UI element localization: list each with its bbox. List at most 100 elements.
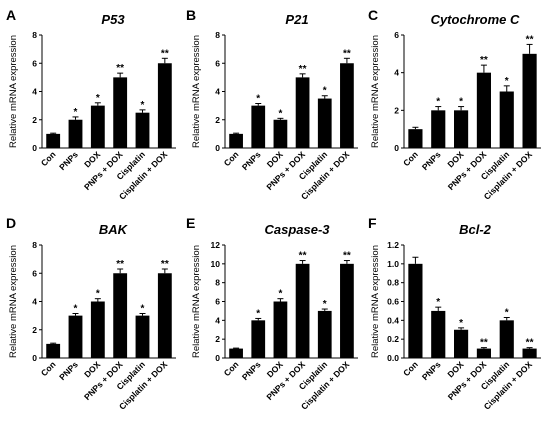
x-tick-label: Con <box>39 149 58 168</box>
y-tick-label: 2 <box>32 115 37 125</box>
y-tick-label: 0.6 <box>387 297 399 307</box>
y-tick-label: 6 <box>394 30 399 40</box>
y-tick-label: 0.4 <box>387 315 399 325</box>
x-tick-label: DOX <box>445 359 465 379</box>
significance-marker: ** <box>161 259 169 270</box>
y-axis-label: Relative mRNA expression <box>370 35 381 148</box>
panel-letter: C <box>368 7 378 23</box>
bar <box>273 119 288 148</box>
bar <box>499 91 514 148</box>
bar <box>522 348 537 358</box>
y-tick-label: 12 <box>211 240 221 250</box>
y-tick-label: 2 <box>215 115 220 125</box>
bar <box>68 119 83 148</box>
y-tick-label: 0 <box>215 143 220 153</box>
y-tick-label: 2 <box>394 105 399 115</box>
significance-marker: * <box>256 94 260 105</box>
y-tick-label: 8 <box>32 30 37 40</box>
y-tick-label: 4 <box>394 68 399 78</box>
bar <box>408 263 423 358</box>
significance-marker: * <box>278 289 282 300</box>
y-tick-label: 4 <box>215 315 220 325</box>
y-tick-label: 0 <box>32 353 37 363</box>
panel-d: D BAK Relative mRNA expression 0 2 4 6 8 Con * PNP… <box>6 215 176 412</box>
bar <box>157 273 172 358</box>
y-tick-label: 1.2 <box>387 240 399 250</box>
significance-marker: * <box>436 97 440 108</box>
significance-marker: ** <box>526 34 534 45</box>
y-tick-label: 0.8 <box>387 278 399 288</box>
bar <box>135 315 150 358</box>
y-tick-label: 1.0 <box>387 259 399 269</box>
y-tick-label: 8 <box>215 30 220 40</box>
panel-letter: F <box>368 215 377 231</box>
panel-letter: E <box>186 215 195 231</box>
y-axis-label: Relative mRNA expression <box>8 245 19 358</box>
bar <box>273 301 288 358</box>
bar <box>476 72 491 148</box>
x-tick-label: PNPs <box>240 359 263 382</box>
y-tick-label: 2 <box>215 334 220 344</box>
bar <box>317 310 332 358</box>
significance-marker: ** <box>161 48 169 59</box>
chart-title: P21 <box>285 12 308 27</box>
y-tick-label: 4 <box>32 87 37 97</box>
significance-marker: * <box>96 93 100 104</box>
y-axis-label: Relative mRNA expression <box>8 35 19 148</box>
y-tick-label: 0 <box>394 143 399 153</box>
significance-marker: * <box>256 308 260 319</box>
x-tick-label: Con <box>222 359 241 378</box>
x-tick-label: Con <box>39 359 58 378</box>
y-axis-label: Relative mRNA expression <box>191 245 202 358</box>
y-tick-label: 6 <box>32 58 37 68</box>
x-tick-label: PNPs <box>57 149 80 172</box>
significance-marker: ** <box>343 251 351 262</box>
y-tick-label: 4 <box>32 297 37 307</box>
bar <box>135 112 150 148</box>
panel-a: A P53 Relative mRNA expression 0 2 4 6 8 Con * PNP… <box>6 7 176 202</box>
significance-marker: * <box>278 108 282 119</box>
bar <box>454 329 469 358</box>
panel-c: C Cytochrome C Relative mRNA expression 0 2 4… <box>368 7 541 202</box>
x-tick-label: PNPs <box>420 359 443 382</box>
significance-marker: * <box>436 297 440 308</box>
y-tick-label: 0.2 <box>387 334 399 344</box>
y-tick-label: 8 <box>215 278 220 288</box>
x-tick-label: PNPs <box>57 359 80 382</box>
significance-marker: * <box>96 289 100 300</box>
y-tick-label: 0 <box>32 143 37 153</box>
bar <box>408 129 423 148</box>
panel-f: F Bcl-2 Relative mRNA expression 0.0 0.2 0.4 0… <box>368 215 541 412</box>
y-axis-label: Relative mRNA expression <box>370 245 381 358</box>
significance-marker: * <box>459 318 463 329</box>
significance-marker: * <box>74 304 78 315</box>
bar <box>340 63 354 148</box>
y-tick-label: 4 <box>215 87 220 97</box>
bar <box>431 110 446 148</box>
significance-marker: ** <box>116 259 124 270</box>
significance-marker: ** <box>116 63 124 74</box>
chart-title: P53 <box>101 12 125 27</box>
y-axis-label: Relative mRNA expression <box>191 35 202 148</box>
bar <box>295 263 310 358</box>
x-tick-label: DOX <box>445 149 465 169</box>
bar <box>317 98 332 148</box>
bar <box>90 301 105 358</box>
significance-marker: ** <box>343 48 351 59</box>
bar <box>90 105 105 148</box>
bar <box>229 348 243 358</box>
chart-title: BAK <box>99 222 129 237</box>
significance-marker: ** <box>299 64 307 75</box>
significance-marker: * <box>323 86 327 97</box>
significance-marker: * <box>505 76 509 87</box>
significance-marker: * <box>141 100 145 111</box>
significance-marker: * <box>459 97 463 108</box>
panel-letter: A <box>6 7 16 23</box>
bar <box>499 320 514 358</box>
panel-letter: D <box>6 215 16 231</box>
significance-marker: * <box>505 308 509 319</box>
panel-e: E Caspase-3 Relative mRNA expression 0 2 4 6 8 1… <box>186 215 358 412</box>
bar <box>295 77 310 148</box>
bar <box>113 77 128 148</box>
